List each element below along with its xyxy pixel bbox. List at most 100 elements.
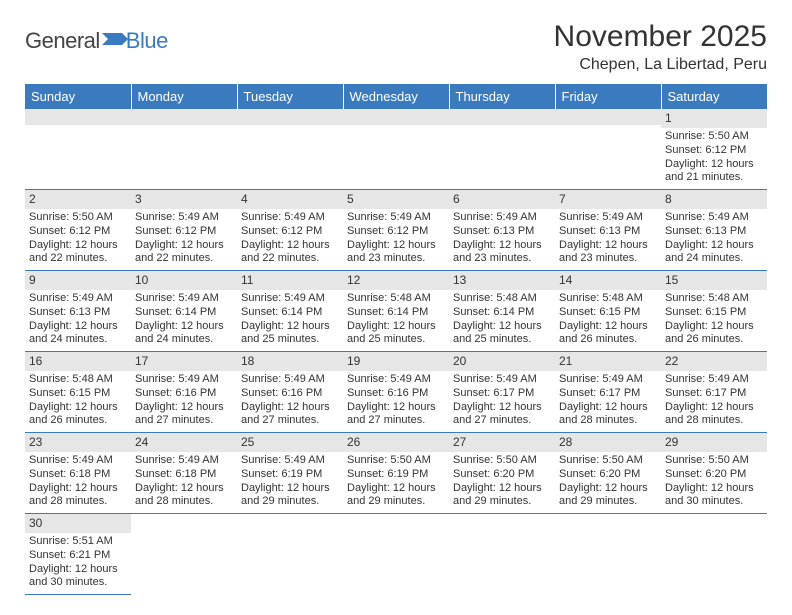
calendar-cell: 27Sunrise: 5:50 AMSunset: 6:20 PMDayligh… xyxy=(449,433,555,514)
day-number xyxy=(343,109,449,125)
calendar-row: 9Sunrise: 5:49 AMSunset: 6:13 PMDaylight… xyxy=(25,271,767,352)
day-number: 19 xyxy=(343,352,449,371)
calendar-cell xyxy=(449,514,555,595)
sunrise-line: Sunrise: 5:49 AM xyxy=(135,211,233,225)
day-header: Tuesday xyxy=(237,84,343,109)
daylight-line: Daylight: 12 hours and 27 minutes. xyxy=(135,401,233,429)
calendar-cell: 2Sunrise: 5:50 AMSunset: 6:12 PMDaylight… xyxy=(25,190,131,271)
calendar-cell: 18Sunrise: 5:49 AMSunset: 6:16 PMDayligh… xyxy=(237,352,343,433)
calendar-row: 1Sunrise: 5:50 AMSunset: 6:12 PMDaylight… xyxy=(25,109,767,190)
daylight-line: Daylight: 12 hours and 21 minutes. xyxy=(665,158,763,186)
sunrise-line: Sunrise: 5:49 AM xyxy=(29,292,127,306)
logo: General Blue xyxy=(25,28,168,54)
calendar-cell: 23Sunrise: 5:49 AMSunset: 6:18 PMDayligh… xyxy=(25,433,131,514)
sunrise-line: Sunrise: 5:49 AM xyxy=(241,454,339,468)
day-number: 25 xyxy=(237,433,343,452)
sunset-line: Sunset: 6:21 PM xyxy=(29,549,127,563)
day-content: Sunrise: 5:49 AMSunset: 6:17 PMDaylight:… xyxy=(555,371,661,432)
sunset-line: Sunset: 6:19 PM xyxy=(241,468,339,482)
day-content: Sunrise: 5:51 AMSunset: 6:21 PMDaylight:… xyxy=(25,533,131,594)
calendar-cell xyxy=(131,514,237,595)
day-number: 23 xyxy=(25,433,131,452)
calendar-cell: 1Sunrise: 5:50 AMSunset: 6:12 PMDaylight… xyxy=(661,109,767,190)
sunrise-line: Sunrise: 5:48 AM xyxy=(29,373,127,387)
sunset-line: Sunset: 6:14 PM xyxy=(347,306,445,320)
calendar-cell: 5Sunrise: 5:49 AMSunset: 6:12 PMDaylight… xyxy=(343,190,449,271)
daylight-line: Daylight: 12 hours and 29 minutes. xyxy=(453,482,551,510)
calendar-cell xyxy=(237,514,343,595)
day-content: Sunrise: 5:49 AMSunset: 6:16 PMDaylight:… xyxy=(131,371,237,432)
day-number xyxy=(131,514,237,530)
daylight-line: Daylight: 12 hours and 27 minutes. xyxy=(453,401,551,429)
calendar-cell: 13Sunrise: 5:48 AMSunset: 6:14 PMDayligh… xyxy=(449,271,555,352)
daylight-line: Daylight: 12 hours and 25 minutes. xyxy=(453,320,551,348)
sunset-line: Sunset: 6:15 PM xyxy=(665,306,763,320)
calendar-cell: 11Sunrise: 5:49 AMSunset: 6:14 PMDayligh… xyxy=(237,271,343,352)
day-number: 26 xyxy=(343,433,449,452)
daylight-line: Daylight: 12 hours and 30 minutes. xyxy=(665,482,763,510)
day-number: 14 xyxy=(555,271,661,290)
day-number xyxy=(449,514,555,530)
sunrise-line: Sunrise: 5:48 AM xyxy=(347,292,445,306)
day-number: 12 xyxy=(343,271,449,290)
day-number: 21 xyxy=(555,352,661,371)
sunset-line: Sunset: 6:16 PM xyxy=(347,387,445,401)
day-header: Saturday xyxy=(661,84,767,109)
sunset-line: Sunset: 6:17 PM xyxy=(559,387,657,401)
sunrise-line: Sunrise: 5:48 AM xyxy=(453,292,551,306)
calendar-cell xyxy=(237,109,343,190)
calendar-cell xyxy=(25,109,131,190)
sunset-line: Sunset: 6:17 PM xyxy=(453,387,551,401)
day-content: Sunrise: 5:48 AMSunset: 6:15 PMDaylight:… xyxy=(555,290,661,351)
day-number xyxy=(25,109,131,125)
sunrise-line: Sunrise: 5:49 AM xyxy=(29,454,127,468)
calendar-cell: 25Sunrise: 5:49 AMSunset: 6:19 PMDayligh… xyxy=(237,433,343,514)
sunrise-line: Sunrise: 5:49 AM xyxy=(241,292,339,306)
daylight-line: Daylight: 12 hours and 23 minutes. xyxy=(559,239,657,267)
day-content: Sunrise: 5:48 AMSunset: 6:15 PMDaylight:… xyxy=(661,290,767,351)
daylight-line: Daylight: 12 hours and 27 minutes. xyxy=(347,401,445,429)
sunset-line: Sunset: 6:19 PM xyxy=(347,468,445,482)
daylight-line: Daylight: 12 hours and 25 minutes. xyxy=(347,320,445,348)
sunrise-line: Sunrise: 5:50 AM xyxy=(665,130,763,144)
day-number xyxy=(555,109,661,125)
day-content: Sunrise: 5:49 AMSunset: 6:13 PMDaylight:… xyxy=(555,209,661,270)
calendar-cell: 14Sunrise: 5:48 AMSunset: 6:15 PMDayligh… xyxy=(555,271,661,352)
calendar-row: 23 Sunrise: 5:49 AM Sunset: 6:18 PM Dayligh… xyxy=(25,433,767,514)
calendar-cell: 8Sunrise: 5:49 AMSunset: 6:13 PMDaylight… xyxy=(661,190,767,271)
daylight-line: Daylight: 12 hours and 22 minutes. xyxy=(29,239,127,267)
day-content: Sunrise: 5:50 AMSunset: 6:19 PMDaylight:… xyxy=(343,452,449,513)
sunset-line: Sunset: 6:12 PM xyxy=(241,225,339,239)
calendar-row: 16Sunrise: 5:48 AMSunset: 6:15 PMDayligh… xyxy=(25,352,767,433)
page-header: General Blue November 2025 Chepen, La Li… xyxy=(25,20,767,74)
day-number xyxy=(237,109,343,125)
day-number: 10 xyxy=(131,271,237,290)
sunrise-line: Sunrise: 5:50 AM xyxy=(453,454,551,468)
sunset-line: Sunset: 6:12 PM xyxy=(665,144,763,158)
day-number: 13 xyxy=(449,271,555,290)
day-number: 11 xyxy=(237,271,343,290)
day-header: Monday xyxy=(131,84,237,109)
day-number xyxy=(449,109,555,125)
calendar-row: 2Sunrise: 5:50 AMSunset: 6:12 PMDaylight… xyxy=(25,190,767,271)
day-number xyxy=(131,109,237,125)
day-number: 5 xyxy=(343,190,449,209)
sunset-line: Sunset: 6:18 PM xyxy=(135,468,233,482)
sunrise-line: Sunrise: 5:49 AM xyxy=(453,373,551,387)
sunrise-line: Sunrise: 5:49 AM xyxy=(347,373,445,387)
daylight-line: Daylight: 12 hours and 22 minutes. xyxy=(135,239,233,267)
sunrise-line: Sunrise: 5:49 AM xyxy=(665,211,763,225)
sunrise-line: Sunrise: 5:50 AM xyxy=(29,211,127,225)
sunrise-line: Sunrise: 5:50 AM xyxy=(347,454,445,468)
day-number: 17 xyxy=(131,352,237,371)
calendar-cell: 6Sunrise: 5:49 AMSunset: 6:13 PMDaylight… xyxy=(449,190,555,271)
day-number xyxy=(343,514,449,530)
day-content: Sunrise: 5:49 AMSunset: 6:13 PMDaylight:… xyxy=(449,209,555,270)
day-number: 29 xyxy=(661,433,767,452)
day-number: 22 xyxy=(661,352,767,371)
day-number: 27 xyxy=(449,433,555,452)
sunset-line: Sunset: 6:15 PM xyxy=(559,306,657,320)
calendar-cell xyxy=(555,514,661,595)
sunset-line: Sunset: 6:15 PM xyxy=(29,387,127,401)
day-content: Sunrise: 5:49 AMSunset: 6:12 PMDaylight:… xyxy=(131,209,237,270)
